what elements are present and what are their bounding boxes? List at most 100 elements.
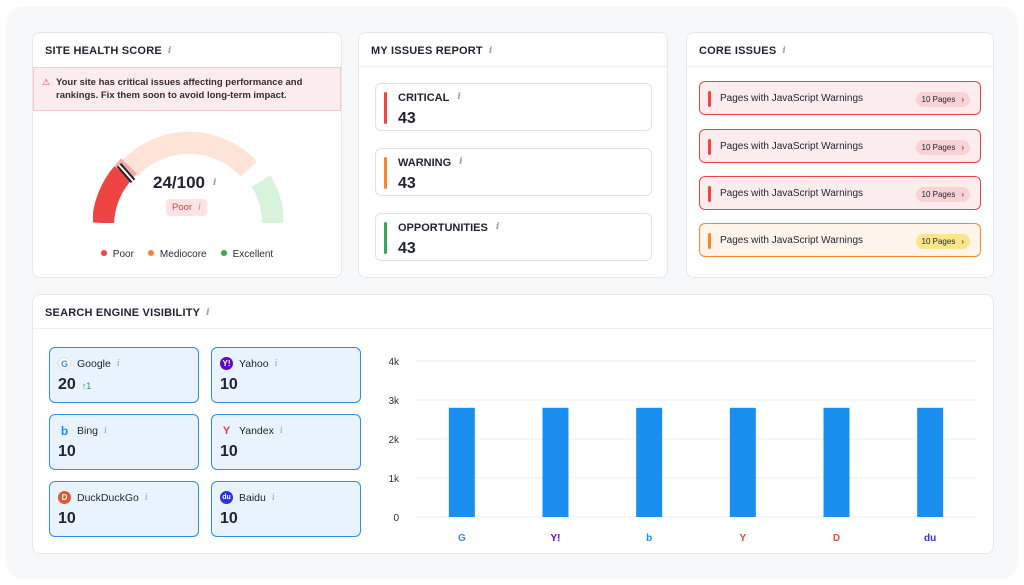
core-issue-label: Pages with JavaScript Warnings [720, 187, 864, 199]
info-icon[interactable]: i [213, 178, 217, 188]
core-issue-row[interactable]: Pages with JavaScript Warnings 10 Pages › [699, 81, 981, 115]
health-gauge [93, 131, 283, 223]
issue-label: CRITICAL i [398, 92, 461, 104]
issues-report-title: MY ISSUES REPORT i [371, 45, 493, 57]
issue-critical[interactable]: CRITICAL i 43 [375, 83, 652, 131]
engine-card-google[interactable]: G Google i 20 ↑1 [49, 347, 199, 403]
engine-card-duckduckgo[interactable]: D DuckDuckGo i 10 [49, 481, 199, 537]
severity-bar [708, 91, 711, 107]
divider [33, 328, 993, 329]
info-icon[interactable]: i [144, 492, 148, 503]
legend-excellent: Excellent [220, 249, 273, 260]
info-icon[interactable]: i [457, 92, 461, 102]
divider [359, 66, 667, 67]
gauge-needle-inner [118, 164, 134, 182]
info-icon[interactable]: i [167, 46, 172, 56]
bar-yahoo [542, 407, 569, 517]
engine-value: 10 [58, 510, 76, 527]
severity-bar [708, 186, 711, 202]
info-icon[interactable]: i [271, 492, 275, 503]
google-axis-icon: G [458, 533, 466, 544]
gauge-poor-segment [93, 165, 132, 223]
pages-pill[interactable]: 10 Pages › [915, 234, 970, 249]
issue-label: WARNING i [398, 157, 463, 169]
info-icon[interactable]: i [488, 46, 493, 56]
y-tick-label: 0 [393, 513, 399, 524]
duckduckgo-icon: D [58, 491, 71, 504]
warning-bar [384, 157, 387, 189]
info-icon[interactable]: i [206, 308, 210, 318]
mediocre-dot-icon [147, 250, 154, 256]
core-issues-title: CORE ISSUES i [699, 45, 787, 57]
bar-duckduckgo [823, 407, 850, 517]
bar-bing [636, 407, 663, 517]
core-issue-row[interactable]: Pages with JavaScript Warnings 10 Pages › [699, 129, 981, 163]
google-icon: G [58, 357, 71, 370]
pages-pill[interactable]: 10 Pages › [915, 187, 970, 202]
y-tick-label: 3k [388, 396, 400, 407]
core-issue-label: Pages with JavaScript Warnings [720, 234, 864, 246]
engine-card-yandex[interactable]: Y Yandex i 10 [211, 414, 361, 470]
chevron-right-icon: › [961, 190, 964, 199]
engine-name: du Baidu i [220, 491, 275, 504]
info-icon[interactable]: i [495, 222, 500, 232]
pages-pill[interactable]: 10 Pages › [915, 92, 970, 107]
bar-google [448, 407, 475, 517]
divider [687, 66, 993, 67]
info-icon[interactable]: i [198, 202, 201, 213]
engine-name: D DuckDuckGo i [58, 491, 148, 504]
health-score: 24/100 i [153, 173, 217, 192]
engine-value: 10 [220, 510, 238, 527]
engine-card-bing[interactable]: b Bing i 10 [49, 414, 199, 470]
info-icon[interactable]: i [279, 425, 283, 436]
site-health-title: SITE HEALTH SCORE i [45, 45, 172, 57]
issue-count: 43 [398, 240, 416, 257]
issue-opportunities[interactable]: OPPORTUNITIES i 43 [375, 213, 652, 261]
engine-card-baidu[interactable]: du Baidu i 10 [211, 481, 361, 537]
opportunities-bar [384, 222, 387, 254]
chevron-right-icon: › [961, 95, 964, 104]
legend-poor: Poor [100, 249, 134, 260]
core-issue-label: Pages with JavaScript Warnings [720, 140, 864, 152]
core-issue-row[interactable]: Pages with JavaScript Warnings 10 Pages › [699, 176, 981, 210]
dashboard: SITE HEALTH SCORE i ⚠ Your site has criti… [6, 6, 1018, 579]
engine-name: Y Yandex i [220, 424, 283, 437]
visibility-card: SEARCH ENGINE VISIBILITY i G Google i 20 ↑1… [32, 294, 994, 554]
core-issue-label: Pages with JavaScript Warnings [720, 92, 864, 104]
engine-name: G Google i [58, 357, 120, 370]
info-icon[interactable]: i [782, 46, 787, 56]
issues-report-card: MY ISSUES REPORT i CRITICAL i 43 WARNING i … [358, 32, 668, 278]
engine-value: 20 ↑1 [58, 376, 92, 393]
pages-pill[interactable]: 10 Pages › [915, 140, 970, 155]
site-health-card: SITE HEALTH SCORE i ⚠ Your site has criti… [32, 32, 342, 278]
issue-count: 43 [398, 175, 416, 192]
excellent-dot-icon [220, 250, 227, 256]
legend-mediocre: Mediocore [147, 249, 207, 260]
baidu-axis-icon: du [924, 533, 936, 544]
alert-text: Your site has critical issues affecting … [56, 77, 303, 101]
core-issues-card: CORE ISSUES i Pages with JavaScript Warni… [686, 32, 994, 278]
gauge-mediocre-segment [120, 131, 258, 177]
chevron-right-icon: › [961, 143, 964, 152]
yandex-axis-icon: Y [739, 533, 746, 544]
yahoo-icon: Y! [220, 357, 233, 370]
warning-triangle-icon: ⚠ [42, 77, 51, 87]
visibility-title: SEARCH ENGINE VISIBILITY i [45, 307, 210, 319]
info-icon[interactable]: i [104, 425, 107, 436]
y-tick-label: 1k [388, 474, 400, 485]
bar-baidu [917, 407, 944, 517]
bar-yandex [729, 407, 756, 517]
info-icon[interactable]: i [116, 358, 120, 369]
engine-card-yahoo[interactable]: Y! Yahoo i 10 [211, 347, 361, 403]
core-issue-row[interactable]: Pages with JavaScript Warnings 10 Pages › [699, 223, 981, 257]
info-icon[interactable]: i [459, 157, 463, 167]
baidu-icon: du [220, 491, 233, 504]
info-icon[interactable]: i [274, 358, 278, 369]
issue-label: OPPORTUNITIES i [398, 222, 500, 234]
issue-warning[interactable]: WARNING i 43 [375, 148, 652, 196]
engine-value: 10 [220, 376, 238, 393]
engine-value: 10 [58, 443, 76, 460]
issue-count: 43 [398, 110, 416, 127]
yahoo-axis-icon: Y! [551, 533, 561, 544]
